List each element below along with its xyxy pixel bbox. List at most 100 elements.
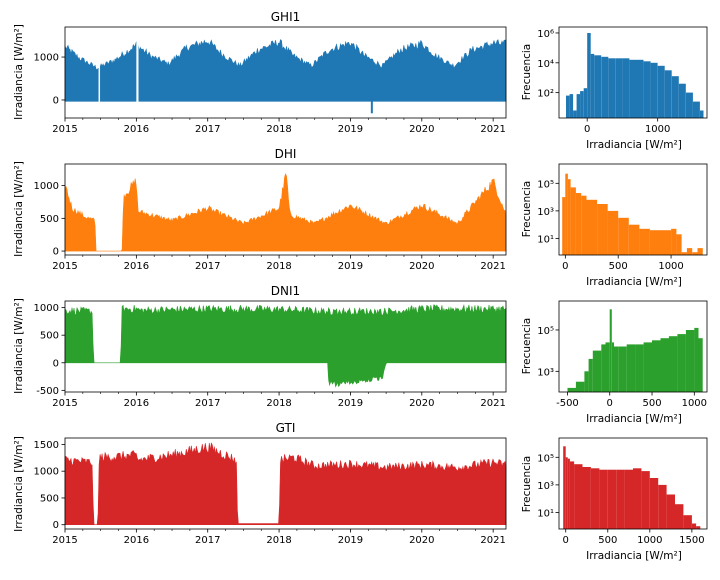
hist-y-tick-label: 10⁵	[537, 179, 554, 190]
histogram-bar	[643, 342, 653, 392]
axes-frame-hist-3	[558, 437, 708, 530]
hist-xlabel-ghi1: Irradiancia [W/m²]	[586, 139, 682, 151]
histogram-bar	[588, 358, 593, 392]
x-tick-label: 2015	[52, 261, 77, 272]
histogram-bar	[650, 62, 658, 118]
histogram-bar	[671, 228, 677, 255]
hist-y-tick-label: 10⁵	[537, 453, 554, 464]
histogram-bar	[607, 210, 619, 255]
series-area-2	[64, 304, 507, 388]
histogram-bar	[685, 330, 695, 392]
histogram-bar	[605, 342, 610, 392]
hist-y-tick-label: 10⁵	[537, 326, 554, 337]
histogram-bar	[586, 199, 598, 255]
hist-x-tick-label: 0	[584, 124, 590, 135]
histogram-bar	[601, 56, 609, 118]
hist-x-tick-label: 500	[609, 261, 628, 272]
histogram-bar	[581, 195, 587, 255]
hist-ylabel-dni1: Frecuencia	[521, 318, 533, 375]
x-tick-label: 2021	[480, 124, 505, 135]
axes-frame-ts-1	[64, 163, 507, 256]
hist-ylabel-ghi1: Frecuencia	[521, 44, 533, 101]
x-tick-label: 2020	[409, 535, 434, 546]
histogram-bar	[686, 248, 693, 255]
histogram-bar	[683, 515, 692, 529]
x-tick-label: 2018	[266, 535, 291, 546]
histogram-bar	[590, 53, 595, 118]
histogram-bar	[696, 526, 701, 529]
histogram-bar	[575, 193, 582, 255]
y-tick-label: 1000	[34, 303, 59, 314]
y-tick-label: 1000	[34, 181, 59, 192]
x-tick-label: 2017	[195, 398, 220, 409]
histogram-bar	[652, 340, 661, 392]
hist-x-tick-label: 1000	[645, 124, 670, 135]
histogram-bar	[580, 91, 584, 118]
histogram-bar	[601, 344, 606, 392]
hist-x-tick-label: 500	[598, 535, 617, 546]
histogram-bar	[587, 33, 591, 118]
series-area-0	[64, 39, 507, 102]
hist-x-tick-label: 1000	[658, 261, 683, 272]
histogram-bar	[698, 338, 703, 392]
histogram-bar	[592, 350, 602, 392]
histogram-bar	[664, 70, 672, 118]
hist-xlabel-dhi: Irradiancia [W/m²]	[586, 276, 682, 288]
histogram-bar	[570, 187, 576, 255]
histogram-bar	[607, 469, 617, 529]
hist-x-tick-label: -500	[556, 398, 579, 409]
histogram-bar	[599, 469, 608, 529]
hist-ylabel-dhi: Frecuencia	[521, 181, 533, 238]
axes-frame-ts-0	[64, 26, 507, 119]
y-tick-label: 1500	[34, 440, 59, 451]
x-tick-label: 2018	[266, 398, 291, 409]
histogram-bar	[569, 94, 574, 118]
x-tick-label: 2021	[480, 535, 505, 546]
x-tick-label: 2020	[409, 398, 434, 409]
hist-y-tick-label: 10⁴	[537, 59, 554, 70]
hist-y-tick-label: 10⁶	[537, 29, 554, 40]
y-tick-label: 0	[53, 95, 59, 106]
chart-marks: 2015 2016 2017 2018 2019 2020 2021 0 1000 2015 201…	[34, 26, 708, 546]
x-tick-label: 2021	[480, 398, 505, 409]
series-gap-0-1	[136, 28, 139, 117]
x-tick-label: 2015	[52, 124, 77, 135]
histogram-bar	[622, 58, 630, 118]
histogram-bar	[643, 61, 651, 118]
histogram-bar	[676, 234, 682, 255]
y-tick-label: -500	[36, 386, 59, 397]
histogram-bar	[671, 76, 679, 118]
histogram-bar	[575, 381, 585, 392]
histogram-bar	[626, 344, 636, 392]
histogram-bar	[574, 464, 583, 529]
x-tick-label: 2015	[52, 535, 77, 546]
x-tick-label: 2020	[409, 261, 434, 272]
histogram-bar	[624, 469, 633, 529]
histogram-bar	[616, 469, 625, 529]
title-dni1: DNI1	[271, 284, 300, 298]
histogram-bar	[573, 110, 577, 118]
series-gap-0-0	[98, 28, 101, 117]
histogram-bar	[615, 58, 623, 118]
axes-frame-hist-0	[558, 26, 708, 119]
hist-x-tick-label: 1000	[637, 535, 662, 546]
hist-x-tick-label: 500	[642, 398, 661, 409]
title-dhi: DHI	[275, 147, 297, 161]
hist-ylabel-gti: Frecuencia	[521, 456, 533, 513]
x-tick-label: 2018	[266, 124, 291, 135]
ylabel-dhi: Irradiancia [W/m²]	[13, 161, 25, 257]
histogram-bar	[694, 327, 699, 392]
histogram-bar	[618, 346, 627, 392]
histogram-bar	[582, 467, 591, 529]
x-tick-label: 2016	[124, 535, 149, 546]
histogram-bar	[668, 336, 678, 392]
histogram-bar	[597, 204, 608, 255]
histogram-bar	[609, 309, 612, 392]
hist-y-tick-label: 10³	[537, 207, 554, 218]
title-gti: GTI	[276, 421, 296, 435]
y-tick-label: 500	[40, 331, 59, 342]
histogram-bar	[658, 484, 667, 529]
x-tick-label: 2019	[338, 124, 363, 135]
histogram-bar	[594, 55, 602, 118]
histogram-bar	[641, 471, 650, 529]
